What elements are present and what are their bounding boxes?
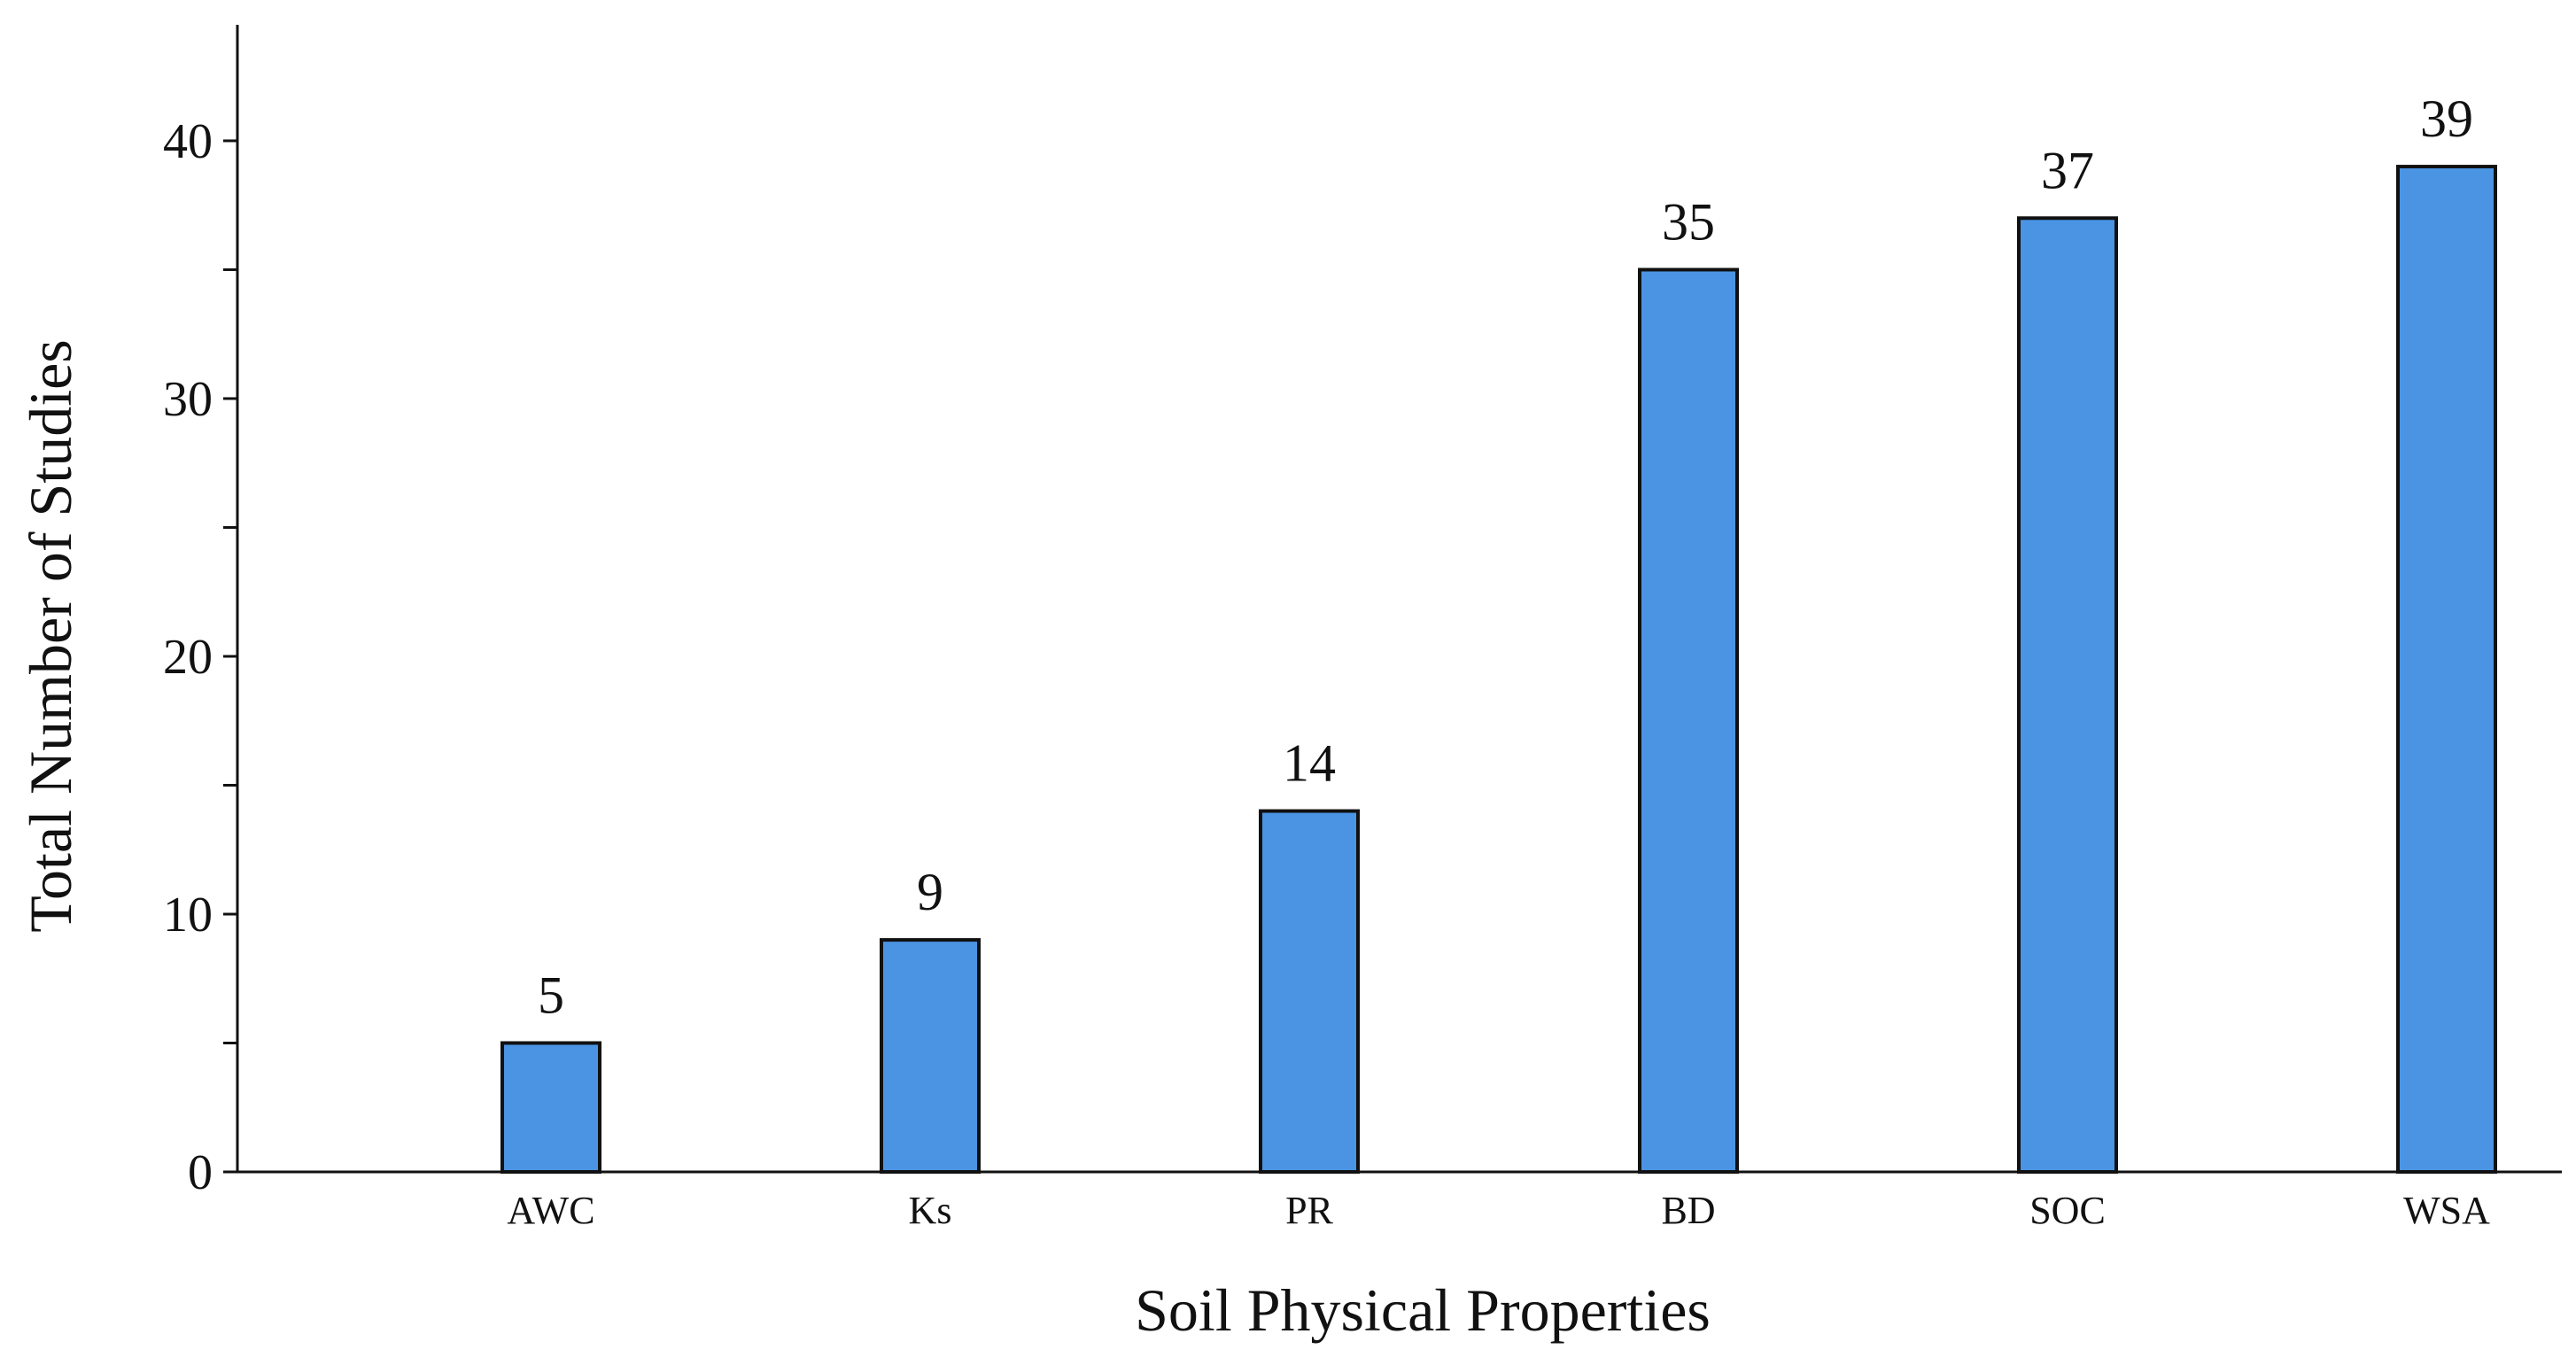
x-tick-label-awc: AWC bbox=[507, 1189, 594, 1232]
data-label-soc: 37 bbox=[2041, 141, 2094, 199]
y-axis-title: Total Number of Studies bbox=[17, 339, 84, 932]
bars bbox=[500, 165, 2497, 1175]
bar-bd bbox=[1638, 268, 1739, 1174]
y-tick-label: 0 bbox=[188, 1145, 213, 1200]
bar-awc bbox=[500, 1041, 601, 1174]
bar-soc bbox=[2017, 216, 2118, 1174]
bar-pr bbox=[1259, 809, 1360, 1175]
bar-ks bbox=[880, 938, 981, 1174]
axes: 0 10 20 30 40 bbox=[163, 25, 2562, 1200]
x-tick-label-wsa: WSA bbox=[2403, 1189, 2490, 1232]
data-label-awc: 5 bbox=[538, 966, 564, 1024]
data-label-pr: 14 bbox=[1283, 734, 1336, 793]
y-tick-label: 30 bbox=[163, 372, 213, 427]
y-tick-label: 10 bbox=[163, 888, 213, 942]
y-tick-label: 40 bbox=[163, 114, 213, 169]
x-axis-title: Soil Physical Properties bbox=[1135, 1276, 1711, 1344]
data-label-ks: 9 bbox=[917, 863, 943, 921]
x-tick-label-ks: Ks bbox=[909, 1189, 952, 1232]
data-label-wsa: 39 bbox=[2420, 89, 2473, 148]
x-tick-label-pr: PR bbox=[1285, 1189, 1333, 1232]
x-tick-label-bd: BD bbox=[1661, 1189, 1715, 1232]
data-label-bd: 35 bbox=[1662, 192, 1715, 251]
labels: 5 AWC 9 Ks 14 PR 35 BD 37 SOC 39 WSA bbox=[507, 89, 2490, 1232]
y-tick-label: 20 bbox=[163, 630, 213, 685]
bar-wsa bbox=[2396, 165, 2497, 1175]
x-tick-label-soc: SOC bbox=[2029, 1189, 2106, 1232]
